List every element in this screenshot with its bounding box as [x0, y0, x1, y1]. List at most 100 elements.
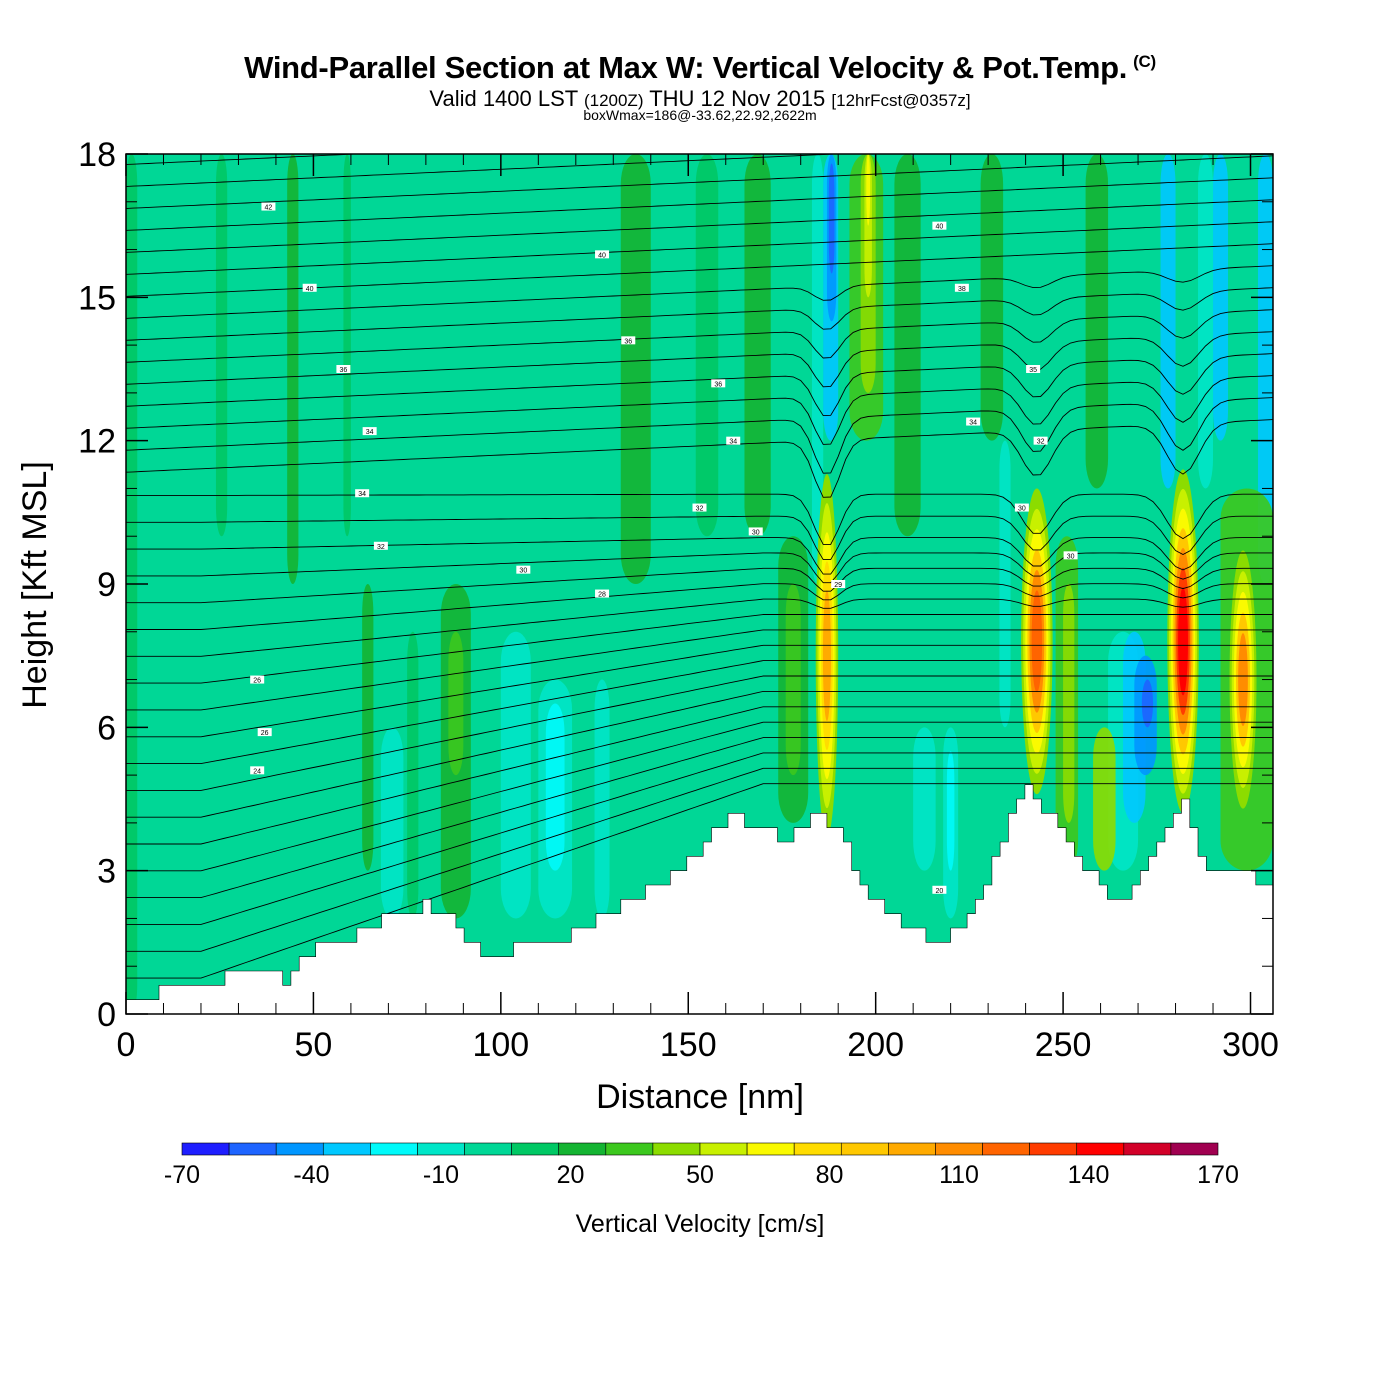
- field-band: [811, 154, 824, 584]
- theta-contour-line: [126, 265, 1273, 319]
- contour-label-bg: [250, 675, 265, 684]
- colorbar-swatch: [1170, 1142, 1219, 1156]
- contour-label-text: 40: [935, 224, 943, 231]
- contour-label-text: 26: [261, 730, 269, 737]
- theta-contour-line: [126, 690, 1273, 818]
- theta-contour-line: [126, 737, 1273, 899]
- contour-label-text: 34: [366, 429, 374, 436]
- terrain-mask: [126, 784, 1273, 1014]
- contour-label-text: 20: [935, 888, 943, 895]
- colorbar-tick-label: -40: [293, 1161, 329, 1189]
- contour-label-bg: [711, 379, 726, 388]
- contour-label-group: 42 40 40 40 38 36 36 36 35 34 34 34 34 32 32 32 30 30 30 30…: [250, 202, 1078, 895]
- contour-label: 26: [257, 728, 272, 737]
- theta-contour-line: [126, 493, 1273, 545]
- contour-label-bg: [966, 417, 981, 426]
- contour-label-bg: [362, 427, 377, 436]
- colorbar-tick-label: 80: [816, 1161, 844, 1189]
- colorbar-swatch: [982, 1142, 1030, 1156]
- field-band: [362, 584, 374, 871]
- contour-label-bg: [250, 766, 265, 775]
- colorbar-swatch: [652, 1142, 701, 1156]
- contour-label: 30: [1063, 551, 1078, 560]
- field-band: [866, 154, 871, 226]
- theta-contour-line: [126, 154, 845, 187]
- contour-label-text: 30: [752, 529, 760, 536]
- colorbar-swatch: [746, 1142, 795, 1156]
- contour-label-text: 35: [1029, 367, 1037, 374]
- theta-contour-line: [126, 419, 1273, 498]
- theta-contour-line: [126, 552, 1273, 584]
- contour-label-bg: [373, 541, 388, 550]
- field-band: [785, 584, 801, 776]
- colorbar-swatch: [228, 1142, 277, 1156]
- contour-label: 28: [595, 589, 610, 599]
- field-band: [894, 154, 921, 537]
- contour-label: 36: [336, 365, 351, 374]
- theta-contour-line: [126, 353, 1273, 417]
- x-tick-label: 250: [1035, 1026, 1092, 1064]
- theta-contour-line: [126, 644, 1273, 738]
- y-tick-label: 15: [78, 279, 116, 317]
- colorbar-swatch: [1076, 1142, 1125, 1156]
- theta-contour-line: [126, 537, 1273, 575]
- contour-label: 24: [250, 766, 265, 775]
- field-band: [1213, 154, 1229, 441]
- colorbar: -70 -40 -10 20 50 80 110 140 170: [164, 1142, 1239, 1189]
- contour-label-bg: [257, 728, 272, 737]
- theta-contour-line: [126, 221, 1273, 275]
- contour-label: 30: [748, 527, 763, 536]
- terrain-profile: [126, 784, 1273, 1014]
- colorbar-swatch: [275, 1142, 324, 1156]
- theta-contour-line: [126, 614, 1273, 684]
- field-band: [828, 163, 835, 274]
- contour-label: 36: [711, 379, 726, 388]
- y-tick-label: 6: [97, 709, 116, 747]
- contour-label-text: 36: [340, 367, 348, 374]
- subtitle-date: THU 12 Nov 2015: [649, 86, 826, 111]
- contour-label: 40: [932, 221, 947, 231]
- subtitle-forecast: [12hrFcst@0357z]: [831, 91, 971, 110]
- chart-title: Wind-Parallel Section at Max W: Vertical…: [0, 50, 1400, 86]
- contour-label-text: 42: [265, 205, 273, 212]
- colorbar-swatch: [558, 1142, 607, 1156]
- contour-label-text: 40: [306, 286, 314, 293]
- x-tick-label: 300: [1222, 1026, 1279, 1064]
- x-tick-label: 50: [295, 1026, 333, 1064]
- contour-label-bg: [595, 250, 610, 259]
- chart-subtitle: Valid 1400 LST (1200Z) THU 12 Nov 2015 […: [0, 86, 1400, 112]
- contour-label-bg: [595, 589, 610, 598]
- potential-temperature-contours: [126, 154, 1273, 979]
- y-tick-label: 9: [97, 566, 116, 604]
- field-band: [407, 631, 419, 919]
- colorbar-tick-label: 170: [1197, 1161, 1239, 1189]
- colorbar-swatch: [1029, 1142, 1078, 1156]
- contour-label-text: 28: [598, 592, 606, 599]
- contour-label-text: 24: [253, 768, 261, 775]
- theta-contour-line: [126, 397, 1273, 474]
- contour-label-text: 32: [696, 506, 704, 513]
- contour-label-text: 30: [1067, 553, 1075, 560]
- colorbar-tick-label: -70: [164, 1161, 200, 1189]
- theta-contour-line: [126, 660, 1273, 765]
- field-band: [1085, 154, 1109, 489]
- field-band: [999, 440, 1011, 728]
- contour-label-text: 34: [969, 420, 977, 427]
- contour-label-text: 30: [519, 568, 527, 575]
- contour-label: 34: [726, 436, 741, 446]
- theta-contour-line: [126, 752, 1273, 925]
- colorbar-swatch: [181, 1142, 230, 1156]
- contour-label: 30: [516, 565, 531, 575]
- contour-label-text: 34: [358, 491, 366, 498]
- contour-label: 26: [250, 675, 265, 685]
- theta-contour-line: [126, 309, 1273, 363]
- y-tick-label: 12: [78, 423, 116, 461]
- contour-label-bg: [932, 221, 947, 230]
- colorbar-swatch: [370, 1142, 418, 1156]
- colorbar-tick-label: 50: [686, 1161, 714, 1189]
- theta-contour-line: [126, 783, 1273, 979]
- contour-label-bg: [748, 527, 763, 536]
- field-band: [1160, 154, 1176, 489]
- theta-contour-line: [126, 154, 365, 165]
- field-band: [287, 154, 299, 584]
